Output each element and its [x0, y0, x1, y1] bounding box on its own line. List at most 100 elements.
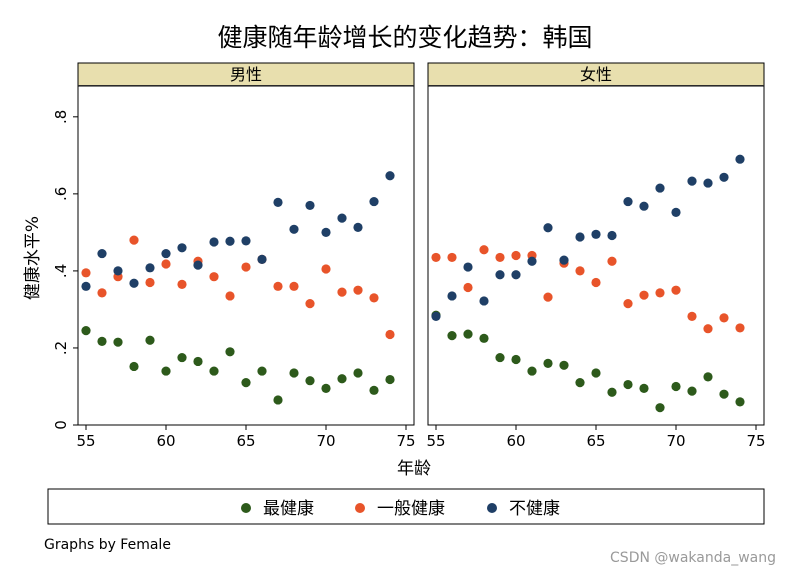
data-point: [337, 287, 347, 297]
legend-label: 最健康: [263, 499, 314, 519]
data-point: [655, 183, 665, 193]
data-point: [241, 378, 251, 388]
data-point: [321, 227, 331, 237]
data-point: [337, 213, 347, 223]
data-point: [687, 176, 697, 186]
data-point: [575, 232, 585, 242]
chart-title: 健康随年龄增长的变化趋势：韩国: [217, 23, 592, 52]
legend-marker: [241, 503, 251, 513]
data-point: [639, 290, 649, 300]
data-point: [559, 360, 569, 370]
watermark: CSDN @wakanda_wang: [610, 550, 776, 566]
x-tick-label: 55: [426, 432, 445, 450]
data-point: [225, 236, 235, 246]
data-point: [559, 255, 569, 265]
data-point: [97, 248, 107, 259]
data-point: [241, 262, 251, 272]
data-point: [735, 154, 745, 164]
data-point: [671, 207, 681, 217]
data-point: [113, 266, 123, 276]
data-point: [81, 268, 91, 278]
data-point: [591, 229, 601, 239]
data-point: [431, 311, 441, 321]
data-point: [161, 366, 171, 376]
data-point: [385, 374, 395, 385]
x-tick-label: 65: [586, 432, 605, 450]
data-point: [463, 282, 473, 293]
data-point: [305, 200, 315, 211]
data-point: [703, 372, 713, 382]
legend-marker: [487, 503, 497, 513]
data-point: [209, 237, 219, 247]
data-point: [209, 272, 219, 282]
data-point: [353, 285, 363, 295]
data-point: [431, 252, 441, 263]
data-point: [161, 259, 171, 269]
data-point: [495, 352, 505, 363]
data-point: [145, 335, 155, 345]
data-point: [687, 386, 697, 396]
data-point: [337, 374, 347, 384]
data-point: [735, 397, 745, 407]
data-point: [289, 281, 299, 291]
data-point: [289, 368, 299, 378]
data-point: [607, 230, 617, 241]
data-point: [639, 383, 649, 394]
data-point: [447, 331, 457, 341]
data-point: [703, 178, 713, 188]
data-point: [719, 172, 729, 182]
data-point: [193, 260, 203, 270]
data-point: [495, 252, 505, 263]
legend-entry: 一般健康: [355, 499, 445, 519]
data-point: [671, 381, 681, 392]
plot-area: [77, 85, 415, 426]
data-point: [145, 263, 155, 273]
series-一般健康: [431, 245, 745, 334]
data-point: [575, 378, 585, 388]
data-point: [479, 333, 489, 343]
x-tick-label: 75: [396, 432, 415, 450]
legend: 最健康 一般健康 不健康: [241, 499, 560, 519]
series-不健康: [81, 171, 395, 291]
x-tick-label: 70: [666, 432, 685, 450]
y-tick-label: 0: [52, 420, 70, 430]
data-point: [703, 324, 713, 334]
data-point: [735, 323, 745, 333]
data-point: [97, 288, 107, 298]
graphs-by-note: Graphs by Female: [44, 537, 171, 553]
x-tick-label: 60: [506, 432, 525, 450]
legend-label: 一般健康: [377, 499, 445, 519]
data-point: [591, 277, 601, 288]
data-point: [369, 196, 379, 207]
panel-1: 男性 55 60 65 70 75 0 .2 .4 .6 .8: [52, 62, 416, 450]
data-point: [511, 354, 521, 365]
data-point: [543, 292, 553, 302]
data-point: [623, 379, 633, 390]
legend-entry: 最健康: [241, 499, 314, 519]
data-point: [129, 235, 139, 245]
data-point: [385, 329, 395, 340]
data-point: [607, 387, 617, 397]
y-axis-label: 健康水平%: [23, 216, 43, 300]
data-point: [97, 336, 107, 347]
data-point: [639, 201, 649, 211]
data-point: [463, 329, 473, 339]
data-point: [273, 281, 283, 291]
data-point: [719, 313, 729, 323]
data-point: [193, 356, 203, 367]
y-tick-label: .8: [52, 110, 70, 124]
data-point: [463, 262, 473, 272]
data-point: [543, 358, 553, 368]
data-point: [369, 293, 379, 303]
x-tick-label: 75: [746, 432, 765, 450]
data-point: [655, 288, 665, 298]
panel-title: 女性: [580, 65, 612, 84]
data-point: [273, 197, 283, 207]
data-point: [495, 270, 505, 280]
x-tick-label: 55: [76, 432, 95, 450]
data-point: [687, 311, 697, 321]
data-point: [177, 279, 187, 289]
data-point: [161, 248, 171, 259]
data-point: [591, 368, 601, 378]
data-point: [447, 252, 457, 263]
